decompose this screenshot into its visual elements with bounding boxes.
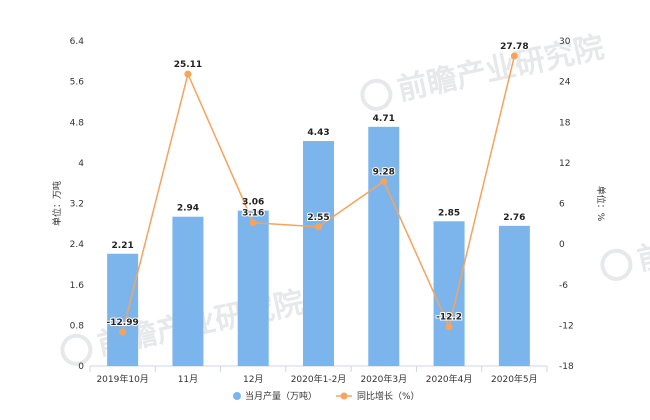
y-right-tick-label: 12 [559, 159, 570, 169]
x-tick-label: 12月 [243, 374, 263, 385]
watermark-logo-icon [600, 248, 633, 281]
bar-series [107, 126, 530, 366]
watermark-2: 前瞻产业研究院 [600, 200, 650, 281]
x-tick-label: 2020年3月 [360, 373, 407, 385]
watermark-text: 前瞻产业研究院 [634, 200, 650, 278]
bar-data-label: 2.76 [503, 213, 525, 223]
line-point [445, 323, 453, 331]
line-data-label: -12.2 [436, 313, 462, 323]
legend-bar-marker [233, 392, 241, 400]
x-tick-label: 11月 [178, 374, 198, 385]
line-point [184, 70, 192, 78]
bar-data-label: 2.94 [177, 204, 199, 214]
y-left-tick-label: 5.6 [70, 78, 85, 88]
line-data-label: 25.11 [174, 60, 202, 70]
line-point [380, 177, 388, 185]
y-left-tick-label: 0 [78, 362, 84, 372]
line-data-label: 3.16 [242, 209, 264, 219]
bar [368, 126, 400, 366]
x-tick-label: 2020年1-2月 [291, 373, 347, 385]
y-right-tick-label: 6 [559, 200, 565, 210]
x-tick-label: 2020年4月 [426, 373, 473, 385]
line-point [249, 219, 257, 227]
y-right-tick-label: 0 [559, 240, 565, 250]
watermark-logo-icon [360, 78, 393, 111]
bar-data-label: 4.43 [307, 128, 329, 138]
y-left-tick-label: 2.4 [70, 240, 85, 250]
bar [303, 141, 334, 366]
y-right-tick-label: -6 [559, 281, 568, 291]
y-left-tick-label: 6.4 [70, 37, 85, 47]
line-data-label: 2.55 [307, 213, 329, 223]
y-left-axis-title: 单位：万吨 [51, 181, 63, 226]
y-right-tick-label: -18 [559, 362, 574, 372]
bar-data-label: 3.06 [242, 198, 264, 208]
data-labels: 2.21 2.94 3.06 4.43 4.71 2.85 2.76 -12.99 25.11 3… [106, 41, 530, 329]
bar [237, 210, 269, 366]
legend-bar-label: 当月产量（万吨） [245, 390, 317, 402]
bar [498, 225, 530, 366]
line-data-label: 9.28 [373, 167, 395, 177]
bar [107, 253, 139, 366]
y-left-tick-label: 4 [78, 159, 84, 169]
bar-data-label: 4.71 [373, 114, 395, 124]
y-left-tick-label: 0.8 [70, 321, 85, 331]
legend-line-label: 同比增长（%） [357, 390, 420, 402]
bar [433, 221, 465, 366]
line-series [119, 52, 518, 336]
x-tick-label: 2020年5月 [491, 373, 538, 385]
y-left-tick-label: 1.6 [70, 281, 85, 291]
bar-data-label: 2.21 [112, 241, 134, 251]
watermark-logo-icon [60, 333, 93, 366]
y-right-axis-title: 单位：% [595, 186, 607, 222]
y-left-tick-label: 4.8 [70, 118, 85, 128]
line-data-label: -12.99 [107, 318, 139, 328]
line-point [315, 223, 322, 231]
bar-data-label: 2.85 [438, 208, 460, 218]
legend-line-marker [340, 392, 348, 400]
y-right-tick-label: -12 [559, 321, 574, 331]
legend: 当月产量（万吨） 同比增长（%） [233, 390, 420, 402]
bar [172, 216, 204, 366]
y-right-tick-label: 18 [559, 118, 571, 128]
line-data-label: 27.78 [500, 42, 528, 52]
x-tick-label: 2019年10月 [96, 373, 148, 385]
line-point [119, 328, 127, 336]
y-right-tick-label: 24 [559, 78, 571, 88]
axes: 2019年10月 11月 12月 2020年1-2月 2020年3月 2020年4月 202… [51, 37, 607, 385]
line-point [510, 52, 518, 60]
y-right-tick-label: 30 [559, 37, 571, 47]
y-left-tick-label: 3.2 [70, 200, 84, 210]
